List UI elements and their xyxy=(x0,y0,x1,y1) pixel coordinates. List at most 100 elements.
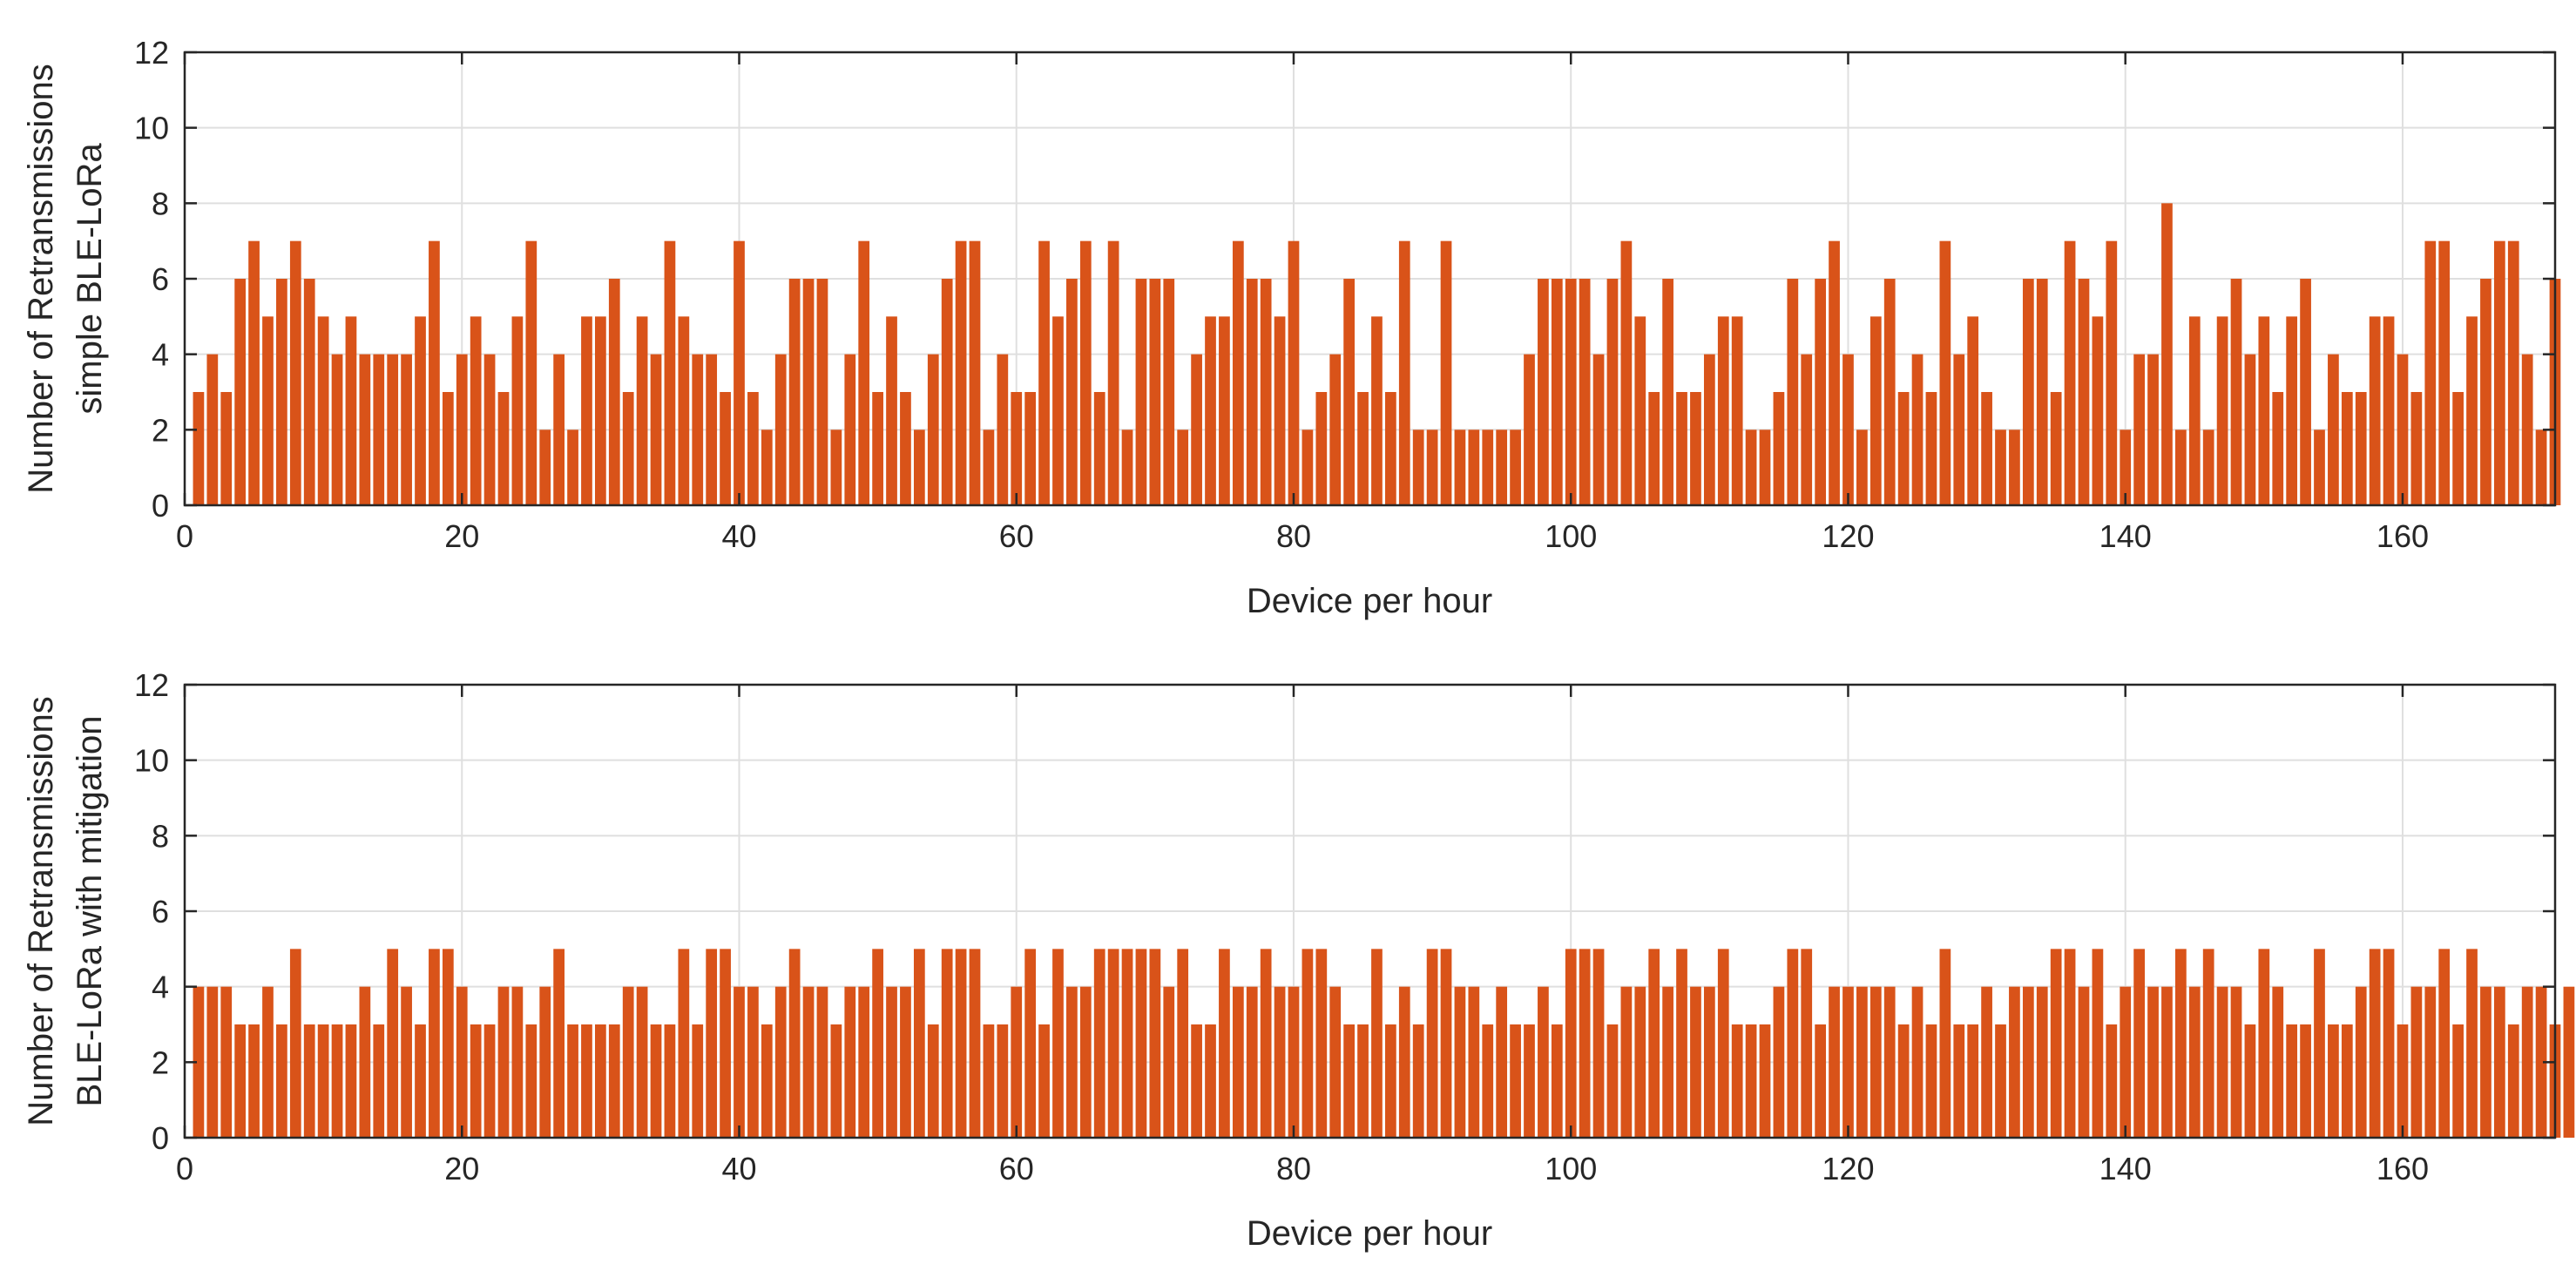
bar xyxy=(2202,949,2214,1138)
bar xyxy=(2161,203,2173,506)
y-tick-label: 10 xyxy=(134,743,169,779)
bar xyxy=(317,316,329,505)
bar xyxy=(664,240,676,505)
y-axis-label-line-1: Number of Retransmissions xyxy=(22,64,60,494)
bar xyxy=(1745,1024,1757,1138)
bar xyxy=(1093,949,1105,1138)
bar xyxy=(1953,1024,1965,1138)
bar xyxy=(2535,429,2547,505)
bar xyxy=(2452,392,2464,505)
bar xyxy=(2341,1024,2353,1138)
bar xyxy=(2410,986,2423,1138)
bar xyxy=(1842,354,1854,505)
bar xyxy=(525,1024,538,1138)
bar xyxy=(1565,279,1577,505)
bar xyxy=(2438,240,2451,505)
bar xyxy=(2272,986,2284,1138)
bar xyxy=(1648,949,1660,1138)
bar xyxy=(539,429,551,505)
y-tick-label: 8 xyxy=(152,186,169,221)
bar xyxy=(595,316,606,505)
bar xyxy=(2535,986,2547,1138)
bar xyxy=(1398,986,1410,1138)
bar xyxy=(442,949,454,1138)
bar xyxy=(2064,949,2076,1138)
bar xyxy=(1288,240,1300,505)
bar xyxy=(470,1024,482,1138)
bar xyxy=(2188,316,2201,505)
bar xyxy=(1869,986,1882,1138)
bar xyxy=(193,986,205,1138)
bar xyxy=(553,354,565,505)
bar xyxy=(1759,429,1771,505)
bar xyxy=(2022,279,2034,505)
bar xyxy=(442,392,454,505)
bar xyxy=(387,354,399,505)
bar xyxy=(1856,429,1868,505)
bar xyxy=(2078,986,2090,1138)
bar xyxy=(2050,949,2062,1138)
bar xyxy=(2383,949,2395,1138)
bar xyxy=(1731,316,1743,505)
bar xyxy=(373,1024,385,1138)
bar xyxy=(2355,986,2367,1138)
bar xyxy=(553,949,565,1138)
bar xyxy=(608,1024,620,1138)
bar xyxy=(2424,240,2437,505)
bar xyxy=(2009,429,2020,505)
bar xyxy=(788,949,801,1138)
bar xyxy=(2314,429,2325,505)
bar xyxy=(1676,949,1687,1138)
bar xyxy=(774,354,787,505)
bar xyxy=(2314,949,2325,1138)
bar xyxy=(248,240,260,505)
x-tick-label: 100 xyxy=(1545,1151,1597,1186)
bar xyxy=(220,392,233,505)
bar xyxy=(1107,949,1119,1138)
bar xyxy=(1205,316,1216,505)
bar xyxy=(511,986,524,1138)
bar xyxy=(1066,986,1078,1138)
bar xyxy=(1703,354,1715,505)
bar xyxy=(636,986,648,1138)
bar xyxy=(2300,1024,2311,1138)
bar xyxy=(2521,354,2533,505)
bar xyxy=(913,429,925,505)
bar xyxy=(401,354,412,505)
bar xyxy=(1454,429,1466,505)
x-tick-label: 120 xyxy=(1822,518,1874,554)
bar xyxy=(1246,279,1258,505)
bar xyxy=(1981,392,1992,505)
bar xyxy=(1315,949,1328,1138)
bar xyxy=(1357,1024,1369,1138)
bar xyxy=(1329,986,1342,1138)
bar xyxy=(2147,986,2159,1138)
x-tick-label: 20 xyxy=(444,1151,479,1186)
bar xyxy=(830,1024,842,1138)
bar xyxy=(2133,949,2145,1138)
bar xyxy=(761,429,773,505)
y-axis-label-line-2: simple BLE-LoRa xyxy=(71,143,109,415)
bar xyxy=(2133,354,2145,505)
y-tick-label: 0 xyxy=(152,488,169,524)
bar xyxy=(1897,1024,1910,1138)
bar xyxy=(1883,986,1896,1138)
bar xyxy=(1219,316,1230,505)
bar xyxy=(2397,354,2409,505)
bar xyxy=(1717,949,1729,1138)
x-tick-label: 20 xyxy=(444,518,479,554)
bar xyxy=(1662,986,1673,1138)
bar xyxy=(692,354,704,505)
bar xyxy=(788,279,801,505)
bar xyxy=(2036,986,2048,1138)
bar xyxy=(636,316,648,505)
y-axis-label-line-2: BLE-LoRa with mitigation xyxy=(71,715,109,1106)
y-tick-label: 12 xyxy=(134,667,169,703)
bar xyxy=(2369,949,2381,1138)
bar xyxy=(1787,949,1799,1138)
bar xyxy=(1385,1024,1396,1138)
bar xyxy=(1648,392,1660,505)
bar xyxy=(983,429,995,505)
bar xyxy=(1024,949,1037,1138)
bar xyxy=(1191,354,1202,505)
